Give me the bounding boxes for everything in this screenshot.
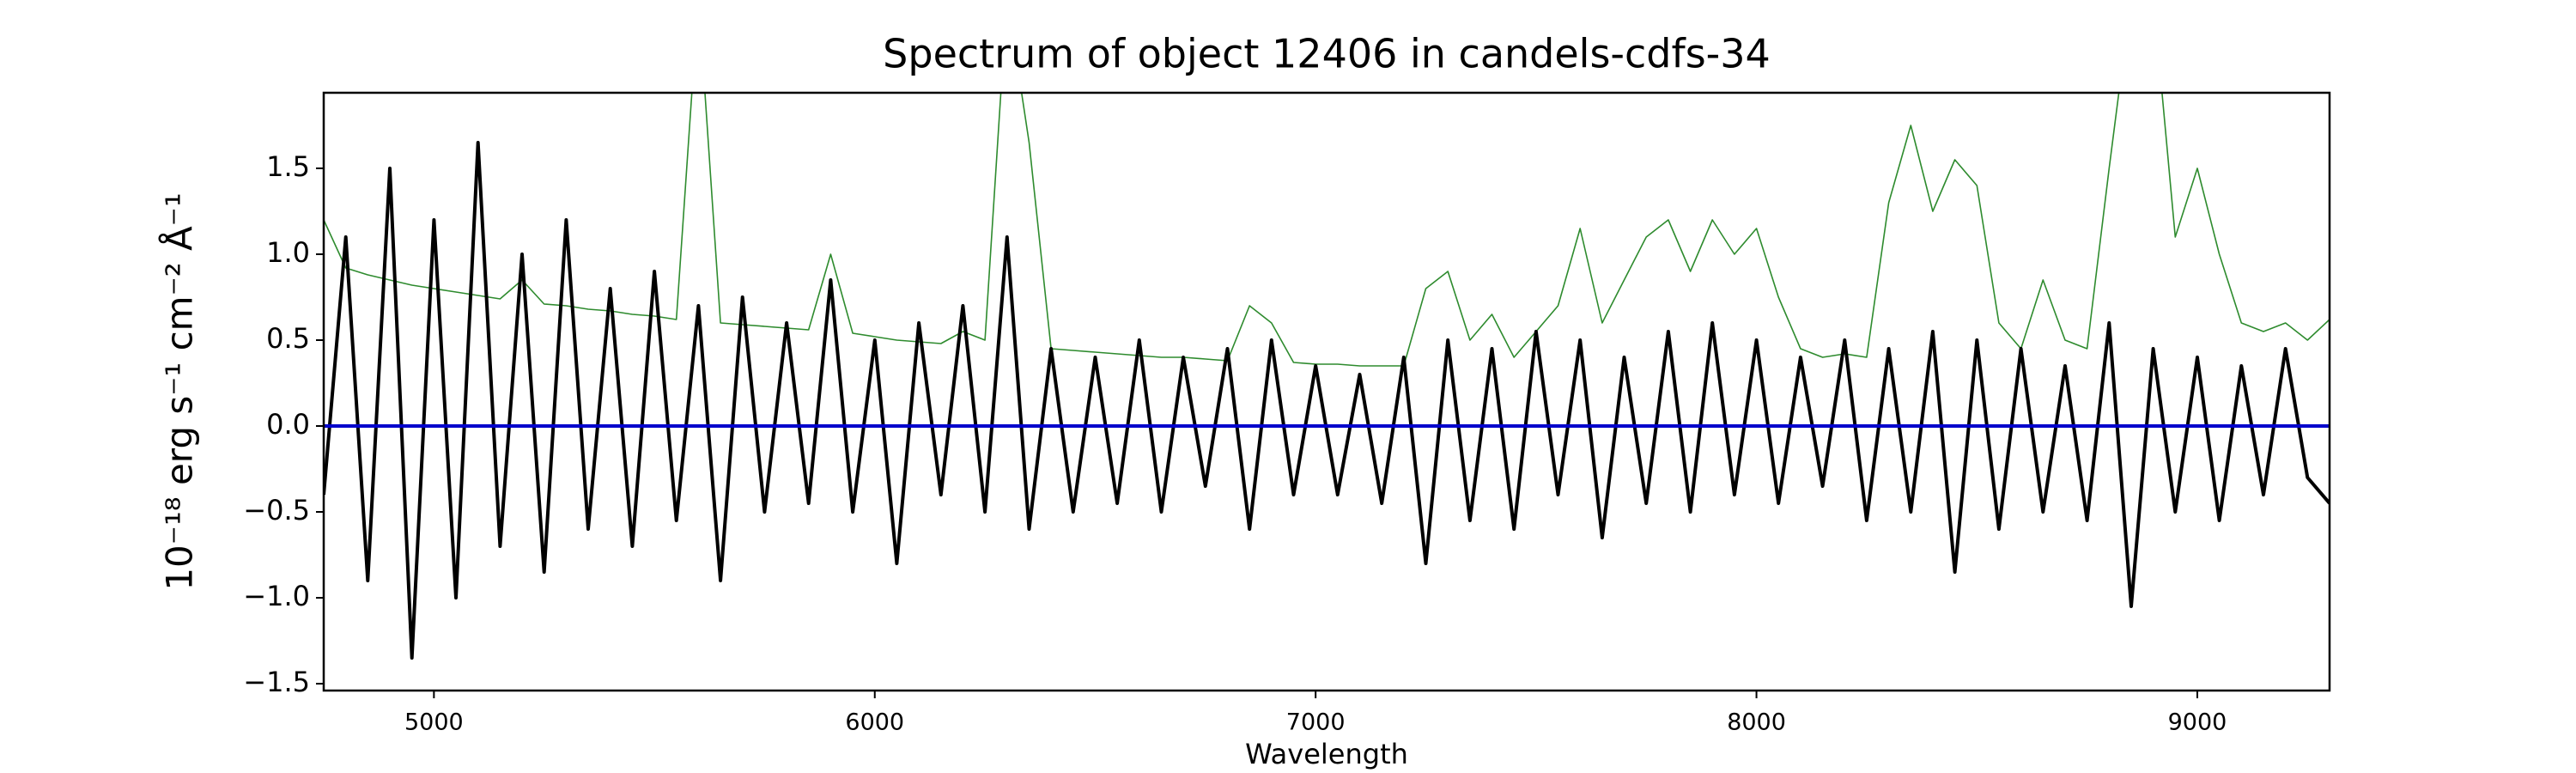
x-tick-label: 9000 [2168, 709, 2227, 736]
x-tick-label: 7000 [1286, 709, 1346, 736]
series-line [324, 141, 2330, 660]
y-tick-label: −1.0 [243, 580, 310, 612]
y-tick-label: 1.0 [266, 236, 310, 269]
plot-area [324, 93, 2330, 660]
y-tick-label: −0.5 [243, 494, 310, 526]
x-axis-label: Wavelength [1245, 738, 1408, 770]
y-tick-label: 0.5 [266, 322, 310, 355]
x-tick-label: 8000 [1727, 709, 1786, 736]
axes-frame [322, 91, 2331, 692]
y-tick-label: 0.0 [266, 408, 310, 441]
y-tick-label: 1.5 [266, 150, 310, 183]
x-tick-label: 6000 [845, 709, 904, 736]
x-tick-label: 5000 [404, 709, 464, 736]
chart-title: Spectrum of object 12406 in candels-cdfs… [883, 31, 1771, 77]
y-tick-label: −1.5 [243, 666, 310, 698]
y-axis-label: 10⁻¹⁸ erg s⁻¹ cm⁻² Å⁻¹ [158, 192, 201, 590]
